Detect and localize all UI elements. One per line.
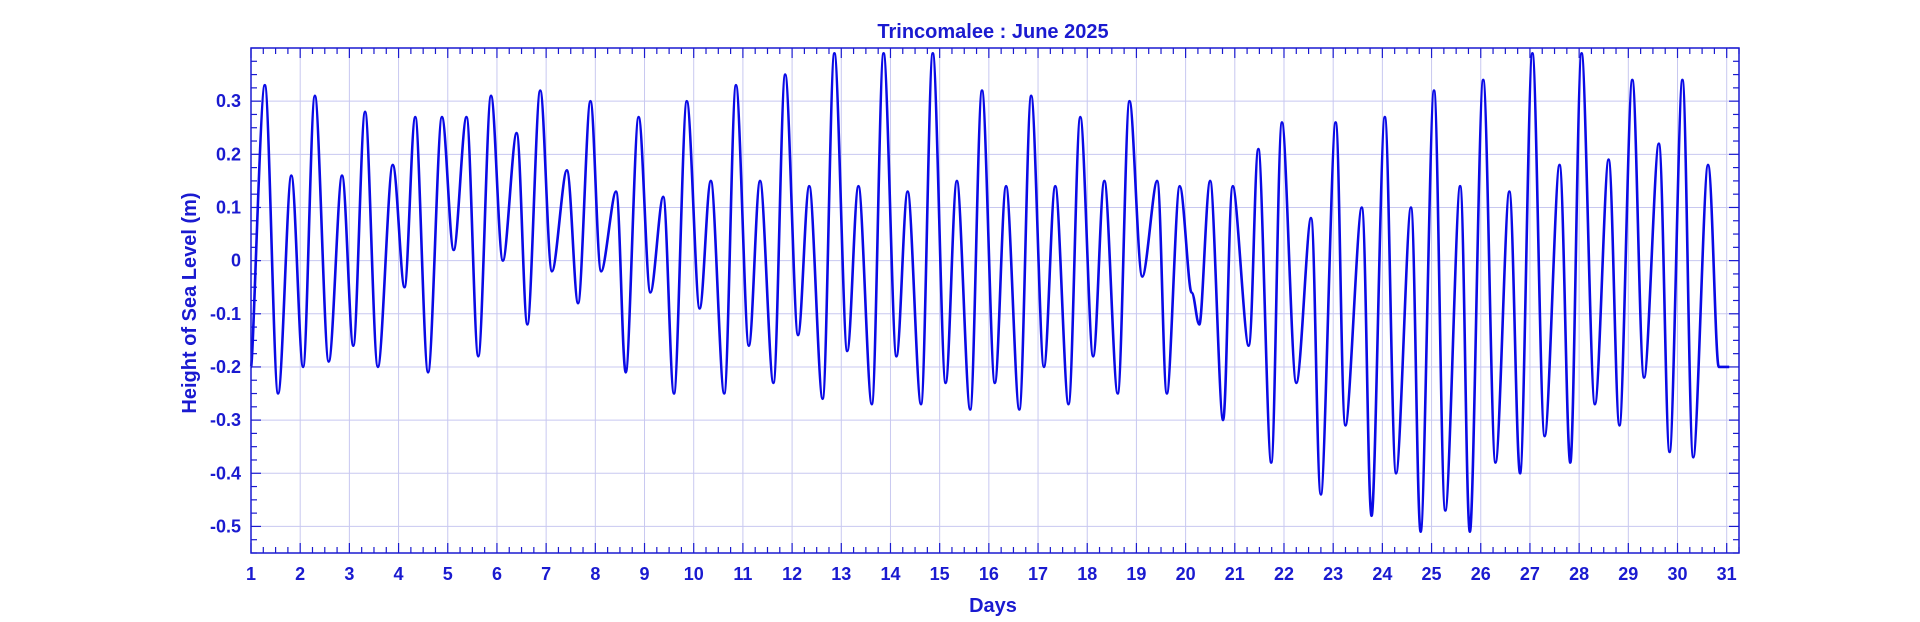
x-tick-label: 11 <box>733 564 752 584</box>
y-tick-labels: -0.5 -0.4 -0.3 -0.2 -0.1 0 0.1 0.2 0.3 <box>210 91 241 536</box>
x-tick-label: 31 <box>1717 564 1737 584</box>
x-tick-label: 18 <box>1077 564 1097 584</box>
x-tick-label: 7 <box>541 564 551 584</box>
y-tick-label: -0.5 <box>210 516 241 536</box>
x-tick-label: 30 <box>1667 564 1687 584</box>
x-tick-label: 15 <box>930 564 950 584</box>
x-tick-label: 14 <box>880 564 900 584</box>
x-tick-label: 29 <box>1618 564 1638 584</box>
x-tick-label: 12 <box>782 564 802 584</box>
y-tick-label: 0.1 <box>216 197 241 217</box>
x-tick-label: 4 <box>394 564 404 584</box>
x-tick-label: 3 <box>344 564 354 584</box>
x-tick-label: 26 <box>1471 564 1491 584</box>
x-tick-label: 28 <box>1569 564 1589 584</box>
y-axis-label: Height of Sea Level (m) <box>179 192 201 413</box>
x-tick-labels: 1 2 3 4 5 6 7 8 9 10 11 12 13 14 15 16 17 18 19 20 21 22 23 24 2… <box>246 564 1737 584</box>
x-tick-label: 1 <box>246 564 256 584</box>
y-tick-label: 0.2 <box>216 144 241 164</box>
sea-level-series-line <box>249 52 1730 533</box>
x-tick-label: 21 <box>1225 564 1245 584</box>
x-axis-label: Days <box>969 595 1017 617</box>
x-tick-label: 23 <box>1323 564 1343 584</box>
x-tick-label: 10 <box>684 564 704 584</box>
x-tick-label: 19 <box>1126 564 1146 584</box>
x-tick-label: 17 <box>1028 564 1048 584</box>
x-tick-label: 16 <box>979 564 999 584</box>
tick-marks <box>250 47 1740 554</box>
x-tick-label: 9 <box>640 564 650 584</box>
x-tick-label: 27 <box>1520 564 1540 584</box>
y-tick-label: -0.3 <box>210 410 241 430</box>
x-tick-label: 24 <box>1372 564 1392 584</box>
x-tick-label: 25 <box>1422 564 1442 584</box>
x-tick-label: 13 <box>831 564 851 584</box>
x-tick-label: 2 <box>295 564 305 584</box>
y-tick-label: 0 <box>231 251 241 271</box>
y-tick-label: -0.2 <box>210 357 241 377</box>
plot-frame <box>250 47 1740 554</box>
x-tick-label: 20 <box>1176 564 1196 584</box>
chart-title: Trincomalee : June 2025 <box>877 21 1108 43</box>
x-tick-label: 5 <box>443 564 453 584</box>
x-tick-label: 6 <box>492 564 502 584</box>
y-tick-label: -0.1 <box>210 304 241 324</box>
y-tick-label: -0.4 <box>210 463 241 483</box>
x-tick-label: 8 <box>590 564 600 584</box>
series-layer <box>249 52 1730 533</box>
y-tick-label: 0.3 <box>216 91 241 111</box>
x-tick-label: 22 <box>1274 564 1294 584</box>
